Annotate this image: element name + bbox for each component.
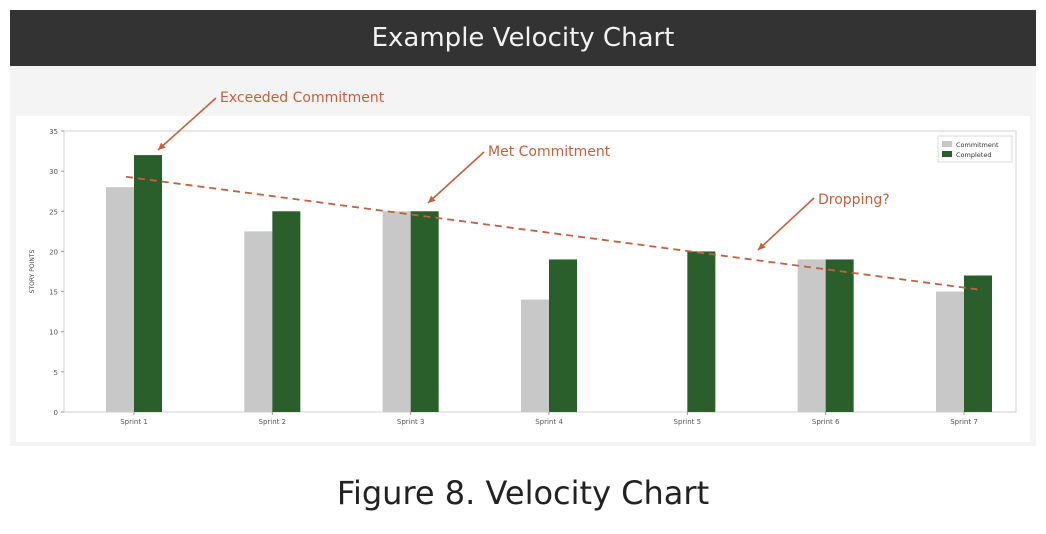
annotation-label: Exceeded Commitment — [220, 90, 385, 106]
x-tick-label: Sprint 1 — [120, 418, 148, 426]
bar-completed — [410, 211, 439, 412]
y-tick-label: 10 — [49, 329, 58, 337]
bar-completed — [549, 259, 577, 412]
bar-completed — [687, 251, 716, 412]
bar-completed — [134, 155, 162, 413]
legend-label: Commitment — [956, 141, 999, 149]
bar-commitment — [521, 299, 549, 412]
velocity-chart: 0 5 10 15 20 25 30 35 STORY POINTS Sprint 1 Sprint… — [29, 90, 1017, 426]
y-tick-label: 30 — [49, 168, 58, 176]
legend-swatch — [942, 141, 952, 147]
annotation-label: Met Commitment — [488, 144, 611, 160]
annotation-arrowhead — [158, 142, 166, 150]
annotation-arrow — [757, 197, 815, 251]
annotation-arrow — [157, 97, 217, 151]
y-tick-label: 35 — [49, 128, 58, 136]
bar-commitment — [797, 259, 826, 412]
x-tick-label: Sprint 4 — [535, 418, 563, 426]
bar-commitment — [244, 231, 273, 412]
y-tick-label: 15 — [49, 289, 58, 297]
bar-completed — [964, 275, 992, 412]
x-tick-label: Sprint 6 — [812, 418, 840, 426]
bar-commitment — [936, 291, 964, 412]
bar-completed — [272, 211, 301, 412]
legend-swatch — [942, 151, 952, 157]
x-tick-label: Sprint 3 — [397, 418, 425, 426]
y-tick-label: 5 — [54, 369, 58, 377]
annotation-label: Dropping? — [818, 192, 890, 208]
figure-caption: Figure 8. Velocity Chart — [336, 474, 710, 512]
y-tick-label: 25 — [49, 208, 58, 216]
x-tick-label: Sprint 7 — [950, 418, 978, 426]
y-axis-label: STORY POINTS — [29, 250, 36, 294]
annotation-arrowhead — [428, 195, 436, 203]
chart-title: Example Velocity Chart — [371, 23, 675, 53]
x-tick-label: Sprint 2 — [259, 418, 287, 426]
bar-commitment — [382, 211, 411, 412]
legend-label: Completed — [956, 151, 991, 159]
y-tick-label: 20 — [49, 248, 58, 256]
y-tick-label: 0 — [54, 409, 58, 417]
x-tick-label: Sprint 5 — [674, 418, 702, 426]
annotation-arrow — [427, 151, 485, 204]
plot-card: 0 5 10 15 20 25 30 35 STORY POINTS Sprint 1 Sprint… — [16, 90, 1030, 442]
bar-commitment — [106, 187, 134, 412]
chart-title-bar: Example Velocity Chart — [10, 10, 1036, 66]
bar-completed — [825, 259, 854, 412]
annotation-arrowhead — [758, 242, 766, 250]
legend-box — [937, 135, 1013, 163]
